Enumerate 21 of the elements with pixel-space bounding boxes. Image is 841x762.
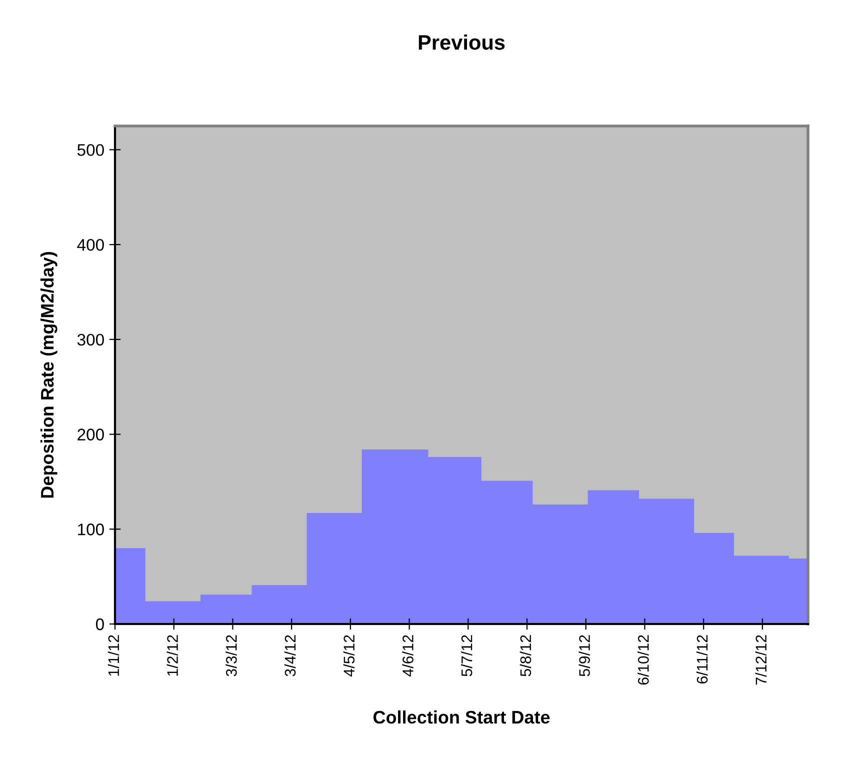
x-tick-label: 5/9/12 <box>578 635 590 676</box>
x-tick-label: 6/10/12 <box>638 635 649 685</box>
y-tick-label: 100 <box>78 524 104 536</box>
x-tick-label: 4/5/12 <box>343 635 355 677</box>
x-tick-label: 6/11/12 <box>696 635 708 684</box>
y-axis-title: Deposition Rate (mg/M2/day) <box>40 252 58 498</box>
y-tick-label: 400 <box>77 238 104 251</box>
x-tick-label: 3/3/12 <box>226 635 237 676</box>
y-tick-label: 200 <box>78 428 104 440</box>
y-tick-label: 300 <box>77 334 104 346</box>
x-tick-label: 1/1/12 <box>108 635 120 676</box>
x-tick-label: 5/8/12 <box>520 635 532 676</box>
y-tick-label: 500 <box>77 144 104 156</box>
chart-title: Previous <box>418 34 505 50</box>
x-tick-label: 3/4/12 <box>284 635 296 676</box>
x-tick-label: 7/12/12 <box>755 635 767 685</box>
y-tick-label: 0 <box>96 618 104 630</box>
x-tick-label: 1/2/12 <box>166 635 178 676</box>
x-tick-label: 4/6/12 <box>402 635 414 677</box>
x-tick-label: 5/7/12 <box>461 635 472 676</box>
x-axis-title: Collection Start Date <box>373 710 550 724</box>
